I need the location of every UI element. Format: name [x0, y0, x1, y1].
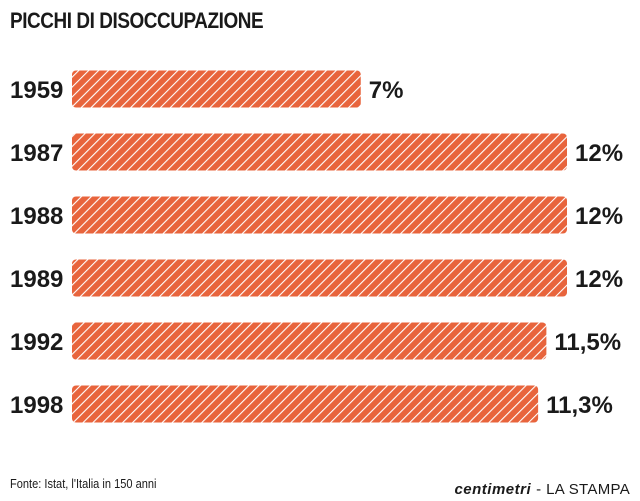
bar-chart: 1959 7% 1987 12% 1988 12% 1989 12% 1992 11,5% 1998…	[10, 70, 623, 423]
brand-la-stampa: LA STAMPA	[546, 481, 630, 498]
bar-1989	[72, 259, 567, 297]
bars-layer: 1959 7% 1987 12% 1988 12% 1989 12% 1992 11,5% 1998…	[10, 70, 623, 423]
category-label-1987: 1987	[10, 140, 63, 167]
chart-title: PICCHI DI DISOCCUPAZIONE	[10, 8, 264, 33]
bar-1959	[72, 70, 361, 108]
bar-1998	[72, 385, 539, 423]
value-label-1998: 11,3%	[546, 392, 613, 419]
category-label-1998: 1998	[10, 392, 63, 419]
bar-1987	[72, 133, 567, 171]
category-label-1992: 1992	[10, 329, 63, 356]
value-label-1987: 12%	[575, 140, 623, 167]
brand-centimetri-logo: centimetri	[454, 481, 532, 498]
category-label-1959: 1959	[10, 77, 63, 104]
source-note: Fonte: Istat, l'Italia in 150 anni	[10, 476, 157, 491]
value-label-1959: 7%	[369, 77, 404, 104]
value-label-1992: 11,5%	[554, 329, 621, 356]
brand-separator: -	[536, 481, 542, 498]
value-label-1989: 12%	[575, 266, 623, 293]
category-label-1988: 1988	[10, 203, 63, 230]
bar-1992	[72, 322, 547, 360]
category-label-1989: 1989	[10, 266, 63, 293]
value-label-1988: 12%	[575, 203, 623, 230]
brand-credit: centimetri - LA STAMPA	[454, 481, 630, 498]
bar-1988	[72, 196, 567, 234]
